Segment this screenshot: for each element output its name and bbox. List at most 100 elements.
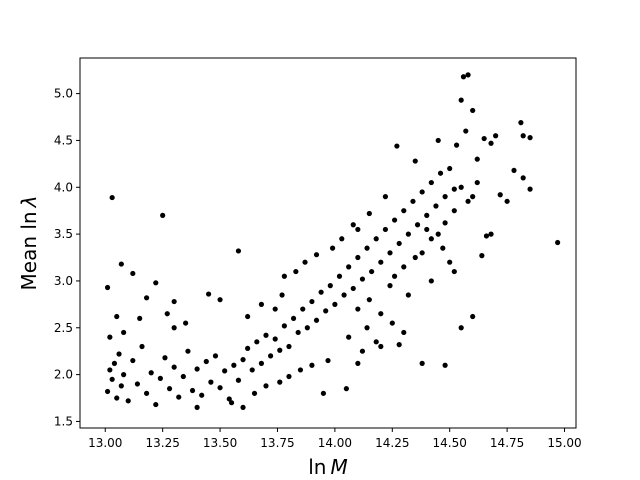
- data-point-73: [424, 212, 430, 218]
- data-point-175: [474, 179, 480, 186]
- data-point-138: [339, 236, 345, 242]
- data-point-79: [451, 186, 457, 192]
- data-point-170: [442, 220, 448, 226]
- data-point-60: [364, 245, 370, 251]
- x-tick-label-8: 15.00: [547, 436, 581, 450]
- data-point-176: [412, 254, 418, 261]
- data-point-38: [263, 332, 269, 338]
- y-tick-label-7: 5.0: [54, 87, 73, 101]
- data-point-42: [281, 323, 287, 329]
- data-point-63: [378, 259, 384, 265]
- data-point-61: [369, 268, 375, 275]
- data-point-95: [378, 343, 384, 350]
- y-tick-label-4: 3.5: [54, 227, 73, 241]
- data-point-11: [139, 343, 145, 350]
- data-point-144: [286, 373, 292, 380]
- data-point-134: [382, 194, 389, 200]
- data-point-52: [327, 283, 333, 289]
- data-point-28: [217, 385, 223, 391]
- data-point-84: [235, 248, 242, 254]
- scatter-points: [104, 72, 561, 410]
- data-point-140: [313, 252, 320, 258]
- data-point-168: [428, 236, 434, 242]
- data-point-68: [401, 208, 407, 214]
- data-point-17: [166, 386, 173, 392]
- data-point-97: [419, 360, 425, 366]
- data-point-23: [194, 366, 200, 372]
- data-point-110: [520, 133, 526, 139]
- data-point-13: [148, 370, 154, 376]
- data-point-169: [435, 231, 441, 237]
- data-point-143: [281, 273, 287, 279]
- data-point-40: [272, 336, 278, 342]
- data-point-10: [134, 381, 141, 387]
- data-point-92: [320, 390, 327, 396]
- data-point-128: [451, 268, 457, 275]
- data-point-30: [226, 396, 232, 402]
- data-point-32: [235, 377, 242, 383]
- data-point-14: [153, 401, 159, 408]
- y-axis-ticks: 1.5 2.0 2.5 3.0 3.5 4.0 4.5 5.0: [54, 87, 80, 428]
- data-point-72: [419, 189, 425, 195]
- data-point-163: [279, 292, 285, 298]
- data-point-35: [249, 367, 255, 373]
- data-point-51: [323, 308, 329, 314]
- data-point-101: [465, 72, 471, 78]
- data-point-133: [373, 339, 379, 345]
- data-point-171: [451, 208, 457, 214]
- data-point-56: [346, 264, 352, 270]
- data-point-22: [189, 387, 196, 394]
- x-tick-label-1: 13.25: [145, 436, 179, 450]
- data-point-112: [520, 175, 526, 181]
- data-point-136: [350, 222, 356, 228]
- data-point-181: [387, 283, 393, 289]
- data-point-122: [453, 142, 460, 148]
- data-point-89: [217, 297, 223, 303]
- x-tick-label-5: 14.25: [375, 436, 409, 450]
- data-point-55: [341, 292, 347, 298]
- data-point-31: [231, 362, 237, 368]
- data-point-107: [488, 140, 494, 146]
- data-point-183: [355, 306, 361, 312]
- data-point-160: [245, 313, 251, 320]
- data-point-34: [245, 345, 251, 351]
- data-point-65: [387, 250, 393, 256]
- data-point-151: [228, 400, 235, 406]
- data-point-8: [125, 398, 131, 404]
- data-point-117: [483, 233, 490, 239]
- data-point-90: [194, 404, 200, 410]
- data-point-82: [130, 270, 136, 277]
- data-point-9: [130, 357, 136, 364]
- y-tick-label-2: 2.5: [54, 321, 73, 335]
- data-point-165: [346, 334, 352, 340]
- data-point-59: [359, 276, 366, 282]
- data-point-43: [286, 343, 292, 350]
- data-point-135: [366, 210, 372, 217]
- data-point-162: [272, 306, 278, 312]
- data-point-142: [293, 268, 299, 275]
- plot-frame: [79, 57, 577, 429]
- x-tick-label-7: 14.75: [490, 436, 524, 450]
- data-point-182: [366, 297, 372, 303]
- data-point-91: [240, 404, 246, 410]
- data-point-21: [185, 348, 191, 354]
- x-axis-title-variable: M: [330, 455, 347, 479]
- data-point-48: [309, 298, 315, 305]
- data-point-121: [474, 156, 480, 162]
- data-point-119: [479, 253, 485, 259]
- data-point-159: [171, 325, 177, 331]
- data-point-118: [488, 231, 494, 237]
- x-tick-label-0: 13.00: [88, 436, 122, 450]
- x-tick-label-4: 14.00: [318, 436, 352, 450]
- data-point-62: [373, 236, 379, 242]
- data-point-15: [157, 375, 163, 381]
- data-point-19: [176, 394, 182, 400]
- data-point-87: [171, 298, 177, 305]
- data-point-109: [518, 120, 524, 126]
- data-point-27: [212, 353, 219, 359]
- data-point-137: [355, 226, 361, 233]
- data-point-36: [254, 339, 260, 345]
- data-point-177: [419, 250, 425, 256]
- data-point-156: [104, 284, 111, 291]
